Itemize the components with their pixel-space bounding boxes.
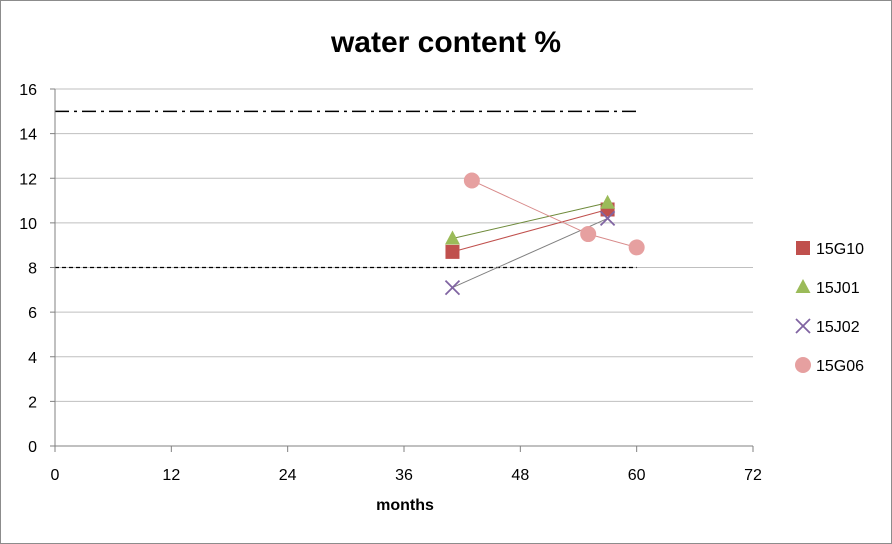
legend-label-15G06: 15G06 [816,358,864,375]
data-point-15G10-0 [445,244,460,259]
y-tick-label-14: 14 [19,127,37,144]
reference-lines [55,110,637,269]
series-15J02 [444,210,616,296]
y-tick-label-12: 12 [19,171,37,188]
data-point-15J01-0 [444,230,460,245]
series-15J01 [444,194,616,245]
legend-marker-15G10 [796,241,810,255]
data-point-15J01-1 [600,194,616,209]
series-layer [444,172,645,296]
data-point-15G06-0 [463,172,480,189]
legend-item-15J02: 15J02 [795,318,860,336]
legend-marker-15G06 [795,357,811,373]
chart-title: water content % [330,26,561,59]
legend-label-15J02: 15J02 [816,319,860,336]
legend-marker-15J01 [795,279,811,293]
y-tick-label-6: 6 [28,305,37,322]
data-point-15J02-1 [599,210,616,227]
series-line-15G10 [452,209,608,253]
y-tick-label-2: 2 [28,394,37,411]
legend-item-15J01: 15J01 [795,279,860,297]
legend-item-15G10: 15G10 [796,241,864,258]
y-tick-label-16: 16 [19,82,37,99]
legend-label-15G10: 15G10 [816,241,864,258]
x-tick-label-48: 48 [511,467,529,484]
legend: 15G10 15J01 15J02 15G06 [795,241,864,375]
y-tick-label-8: 8 [28,261,37,278]
grid-layer [55,88,753,402]
y-tick-label-0: 0 [28,439,37,456]
data-point-15G06-2 [628,239,645,256]
data-point-15J02-0 [444,279,461,296]
series-15G06 [463,172,645,256]
legend-marker-15J02 [795,318,811,334]
x-axis-title: months [376,497,434,514]
y-tick-label-10: 10 [19,216,37,233]
legend-label-15J01: 15J01 [816,280,860,297]
y-tick-label-4: 4 [28,350,37,367]
x-tick-label-72: 72 [744,467,762,484]
x-tick-label-60: 60 [628,467,646,484]
series-line-15J01 [452,202,608,239]
legend-item-15G06: 15G06 [795,357,864,375]
x-tick-label-0: 0 [51,467,60,484]
data-point-15G06-1 [580,226,597,243]
x-tick-label-24: 24 [279,467,297,484]
x-tick-label-36: 36 [395,467,413,484]
x-tick-label-12: 12 [162,467,180,484]
